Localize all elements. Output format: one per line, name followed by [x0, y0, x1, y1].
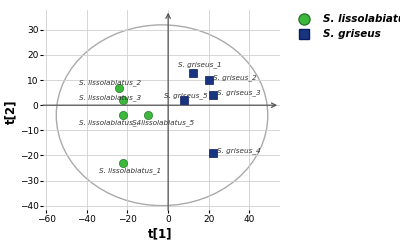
- Text: S. griseus_2: S. griseus_2: [213, 74, 256, 81]
- Text: S. lissolabiatus_5: S. lissolabiatus_5: [132, 119, 194, 126]
- Text: S. griseus_1: S. griseus_1: [178, 62, 222, 68]
- Y-axis label: t[2]: t[2]: [4, 99, 17, 124]
- Text: S. lissolabiatus_2: S. lissolabiatus_2: [79, 79, 141, 86]
- Point: [120, 98, 126, 102]
- Text: S. griseus_4: S. griseus_4: [217, 147, 260, 154]
- Text: S. griseus_3: S. griseus_3: [217, 89, 260, 96]
- X-axis label: t[1]: t[1]: [148, 228, 172, 241]
- Text: S. lissolabiatus_3: S. lissolabiatus_3: [79, 94, 141, 101]
- Point: [206, 78, 212, 82]
- Point: [210, 151, 216, 155]
- Point: [120, 113, 126, 117]
- Legend: S. lissolabiatus, S. griseus: S. lissolabiatus, S. griseus: [289, 10, 400, 44]
- Point: [181, 98, 188, 102]
- Point: [144, 113, 151, 117]
- Point: [189, 71, 196, 74]
- Point: [116, 86, 122, 90]
- Text: S. griseus_5: S. griseus_5: [164, 92, 208, 98]
- Point: [210, 93, 216, 97]
- Point: [120, 161, 126, 165]
- Text: S. lissolabiatus_1: S. lissolabiatus_1: [99, 167, 161, 174]
- Text: S. lissolabiatus_4: S. lissolabiatus_4: [79, 119, 141, 126]
